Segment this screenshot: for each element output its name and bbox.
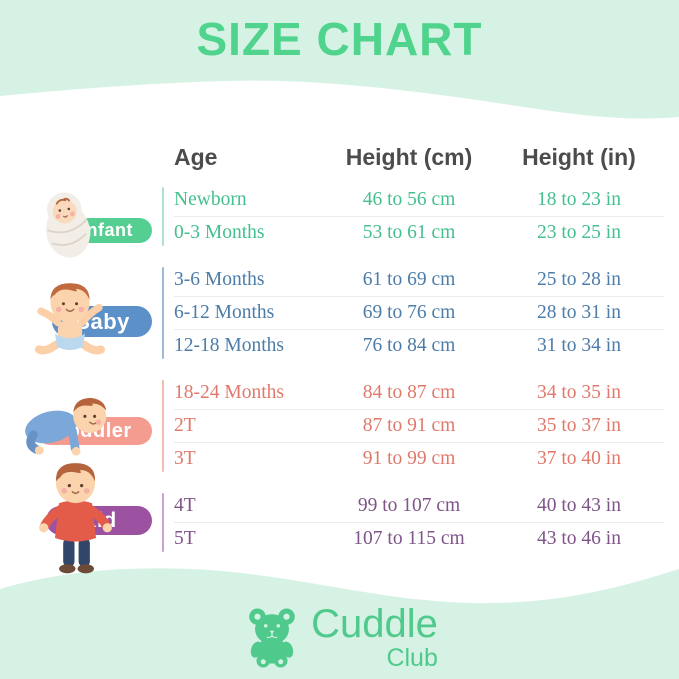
height-in-cell: 37 to 40 in — [537, 448, 621, 469]
table-row: 3T 91 to 99 cm 37 to 40 in — [174, 442, 664, 475]
top-wave-background — [0, 0, 679, 119]
baby-vertical-divider — [162, 267, 164, 359]
brand-name: Cuddle Club — [311, 604, 438, 671]
section-infant: Infant Newborn 46 to 56 cm 18 to 23 in 0… — [16, 184, 664, 258]
toddler-label-area: Toddler — [16, 377, 162, 475]
baby-illustration — [35, 283, 105, 355]
height-cm-cell: 76 to 84 cm — [362, 335, 456, 356]
table-row: 12-18 Months 76 to 84 cm 31 to 34 in — [174, 329, 664, 362]
height-in-cell: 31 to 34 in — [537, 335, 621, 356]
toddler-rows: 18-24 Months 84 to 87 cm 34 to 35 in 2T … — [164, 377, 664, 475]
height-in-cell: 40 to 43 in — [537, 495, 621, 516]
brand-name-sub: Club — [386, 644, 438, 672]
bottom-wave-background — [0, 568, 679, 679]
age-cell: 2T — [174, 415, 196, 436]
toddler-illustration — [25, 397, 107, 456]
height-cm-cell: 53 to 61 cm — [362, 222, 456, 243]
size-chart-table: Age Height (cm) Height (in) — [16, 138, 664, 574]
height-cm-cell: 61 to 69 cm — [362, 269, 456, 290]
page-title: SIZE CHART — [196, 13, 483, 65]
height-in-cell: 23 to 25 in — [537, 222, 621, 243]
age-cell: 12-18 Months — [174, 335, 284, 356]
kid-rows: 4T 99 to 107 cm 40 to 43 in 5T 107 to 11… — [164, 490, 664, 555]
table-row: Newborn 46 to 56 cm 18 to 23 in — [174, 184, 664, 216]
section-toddler: Toddler 18-24 Months 84 to 87 cm 34 to 3… — [16, 377, 664, 475]
height-cm-cell: 46 to 56 cm — [362, 189, 456, 210]
infant-vertical-divider — [162, 187, 164, 246]
height-in-cell: 43 to 46 in — [537, 528, 621, 549]
height-in-cell: 35 to 37 in — [537, 415, 621, 436]
height-cm-cell: 87 to 91 cm — [362, 415, 456, 436]
table-row: 6-12 Months 69 to 76 cm 28 to 31 in — [174, 296, 664, 329]
height-in-cell: 34 to 35 in — [537, 382, 621, 403]
height-cm-cell: 84 to 87 cm — [362, 382, 456, 403]
table-row: 18-24 Months 84 to 87 cm 34 to 35 in — [174, 377, 664, 409]
table-row: 0-3 Months 53 to 61 cm 23 to 25 in — [174, 216, 664, 249]
infant-label-area: Infant — [16, 184, 162, 258]
height-cm-cell: 69 to 76 cm — [362, 302, 456, 323]
brand-name-main: Cuddle — [311, 602, 438, 646]
kid-illustration — [39, 463, 112, 574]
toddler-vertical-divider — [162, 380, 164, 472]
header-height-cm: Height (cm) — [345, 143, 473, 170]
infant-illustration — [46, 192, 91, 258]
kid-label-area: Kid — [16, 463, 162, 574]
table-row: 3-6 Months 61 to 69 cm 25 to 28 in — [174, 264, 664, 296]
header-height-in: Height (in) — [522, 143, 636, 170]
height-cm-cell: 107 to 115 cm — [353, 528, 465, 549]
height-in-cell: 25 to 28 in — [537, 269, 621, 290]
baby-rows: 3-6 Months 61 to 69 cm 25 to 28 in 6-12 … — [164, 264, 664, 362]
age-cell: 6-12 Months — [174, 302, 275, 323]
height-in-cell: 28 to 31 in — [537, 302, 621, 323]
table-row: 4T 99 to 107 cm 40 to 43 in — [174, 490, 664, 522]
age-cell: Newborn — [174, 189, 247, 210]
table-header-row: Age Height (cm) Height (in) — [174, 138, 664, 176]
infant-rows: Newborn 46 to 56 cm 18 to 23 in 0-3 Mont… — [164, 184, 664, 249]
table-row: 2T 87 to 91 cm 35 to 37 in — [174, 409, 664, 442]
age-cell: 5T — [174, 528, 196, 549]
table-row: 5T 107 to 115 cm 43 to 46 in — [174, 522, 664, 555]
kid-vertical-divider — [162, 493, 164, 552]
age-cell: 4T — [174, 495, 196, 516]
section-kid: Kid 4T 99 to 107 cm 40 to 43 in 5T 107 t… — [16, 463, 664, 574]
brand-logo: Cuddle Club — [0, 604, 679, 671]
baby-label-area: Baby — [16, 264, 162, 362]
teddy-bear-icon — [249, 607, 295, 668]
height-in-cell: 18 to 23 in — [537, 189, 621, 210]
age-cell: 18-24 Months — [174, 382, 284, 403]
height-cm-cell: 91 to 99 cm — [362, 448, 456, 469]
age-cell: 3-6 Months — [174, 269, 265, 290]
height-cm-cell: 99 to 107 cm — [357, 495, 461, 516]
age-cell: 0-3 Months — [174, 222, 265, 243]
age-cell: 3T — [174, 448, 196, 469]
header-age: Age — [174, 143, 218, 170]
section-baby: Baby 3-6 Months 61 to 69 cm 25 to 28 in … — [16, 264, 664, 362]
